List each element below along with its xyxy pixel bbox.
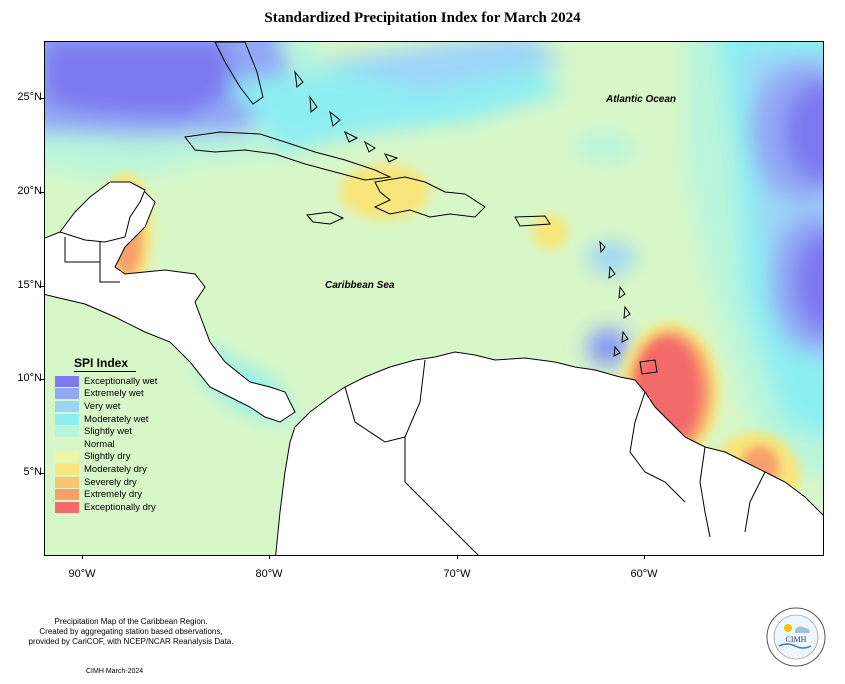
lat-tick: [40, 473, 44, 474]
footnote-line-3: provided by CariCOF, with NCEP/NCAR Rean…: [28, 637, 234, 646]
legend-label: Extremely wet: [84, 388, 144, 400]
atlantic-ocean-label: Atlantic Ocean: [606, 94, 677, 105]
spi-map[interactable]: [44, 41, 824, 556]
lat-label-20n: 20°N: [17, 185, 42, 197]
lat-tick: [40, 379, 44, 380]
sun-icon: [784, 624, 792, 632]
legend-swatch: [55, 400, 79, 412]
footnote-line-2: Created by aggregating station based obs…: [39, 627, 223, 636]
legend-label: Very wet: [84, 400, 121, 412]
legend-label: Exceptionally wet: [84, 375, 158, 387]
legend-swatch: [55, 476, 79, 488]
legend-swatch: [55, 388, 79, 400]
map-footnote: Precipitation Map of the Caribbean Regio…: [16, 617, 246, 647]
logo-text: CIMH: [786, 635, 807, 644]
lon-tick: [457, 555, 458, 559]
lon-label-80w: 80°W: [255, 568, 283, 580]
lat-tick: [40, 192, 44, 193]
legend-swatch: [55, 451, 79, 463]
lon-label-70w: 70°W: [443, 568, 471, 580]
legend-swatch: [55, 426, 79, 438]
wave-icon: [778, 643, 812, 649]
legend-item: Slightly wet: [55, 425, 195, 438]
lon-tick: [644, 555, 645, 559]
lat-tick: [40, 98, 44, 99]
cloud-icon: [795, 626, 810, 633]
spi-legend: SPI Index Exceptionally wet Extremely wet…: [55, 356, 195, 514]
lat-tick: [40, 286, 44, 287]
legend-item: Slightly dry: [55, 451, 195, 464]
legend-swatch: [55, 413, 79, 425]
spi-map-canvas: [45, 42, 823, 555]
legend-swatch: [55, 489, 79, 501]
legend-label: Exceptionally dry: [84, 501, 156, 513]
lat-label-10n: 10°N: [17, 372, 42, 384]
legend-item: Extremely dry: [55, 488, 195, 501]
caribbean-sea-label: Caribbean Sea: [325, 280, 395, 291]
wet-anomaly-layer: [45, 42, 823, 477]
legend-items: Exceptionally wet Extremely wet Very wet Mo…: [55, 375, 195, 514]
legend-item: Moderately dry: [55, 463, 195, 476]
legend-item: Moderately wet: [55, 413, 195, 426]
legend-label: Moderately wet: [84, 413, 149, 425]
legend-item: Exceptionally wet: [55, 375, 195, 388]
legend-swatch: [55, 438, 79, 450]
legend-item: Normal: [55, 438, 195, 451]
legend-item: Exceptionally dry: [55, 501, 195, 514]
legend-label: Slightly wet: [84, 426, 133, 438]
legend-label: Moderately dry: [84, 463, 147, 475]
legend-label: Normal: [84, 438, 115, 450]
legend-label: Slightly dry: [84, 451, 131, 463]
map-title: Standardized Precipitation Index for Mar…: [264, 10, 581, 26]
legend-swatch: [55, 463, 79, 475]
lon-label-60w: 60°W: [630, 568, 658, 580]
footnote-line-1: Precipitation Map of the Caribbean Regio…: [54, 617, 208, 626]
legend-title: SPI Index: [74, 356, 136, 372]
legend-item: Very wet: [55, 400, 195, 413]
legend-swatch: [55, 375, 79, 387]
lon-label-90w: 90°W: [68, 568, 96, 580]
legend-label: Severely dry: [84, 476, 137, 488]
cimh-logo: CIMH: [765, 606, 827, 668]
lat-label-15n: 15°N: [17, 279, 42, 291]
legend-swatch: [55, 501, 79, 513]
land-layer: [45, 42, 823, 555]
lat-label-25n: 25°N: [17, 91, 42, 103]
lon-tick: [269, 555, 270, 559]
lat-label-5n: 5°N: [23, 466, 42, 478]
legend-label: Extremely dry: [84, 489, 143, 501]
legend-item: Severely dry: [55, 476, 195, 489]
lon-tick: [82, 555, 83, 559]
legend-item: Extremely wet: [55, 388, 195, 401]
map-credit: CIMH March-2024: [86, 668, 144, 675]
